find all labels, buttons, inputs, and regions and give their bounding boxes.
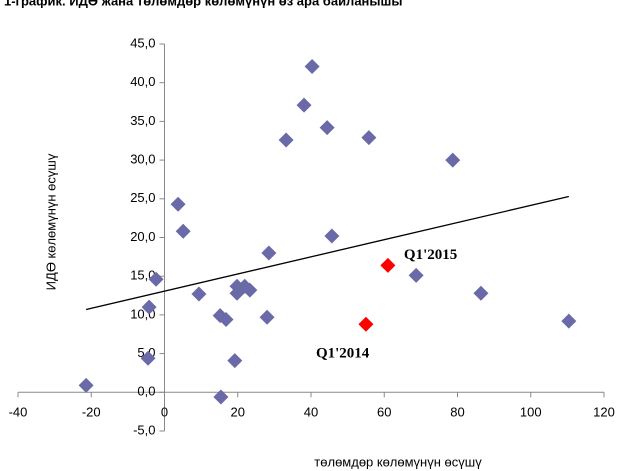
y-tick-label: 25,0	[130, 190, 155, 205]
point	[319, 120, 335, 136]
x-tick-label: 20	[231, 405, 245, 420]
point	[561, 313, 577, 329]
x-axis-label: төлөмдөр көлөмүнүн өсүшү	[314, 454, 482, 469]
point	[218, 312, 234, 328]
x-tick-label: 100	[520, 405, 542, 420]
point	[445, 152, 461, 168]
point	[361, 130, 377, 146]
y-tick-label: 45,0	[130, 35, 155, 50]
annotation: Q1'2015	[404, 247, 457, 263]
point	[170, 196, 186, 212]
point	[213, 389, 229, 405]
y-tick-label: 30,0	[130, 152, 155, 167]
trend-line	[85, 195, 569, 311]
x-tick-label: 60	[377, 405, 391, 420]
point	[304, 58, 320, 74]
y-axis-label: ИДӨ көлөмүнүн өсүшү	[43, 153, 58, 290]
point	[227, 353, 243, 369]
point	[148, 271, 164, 287]
x-tick-label: 40	[304, 405, 318, 420]
point	[259, 309, 275, 325]
x-tick-label: 80	[450, 405, 464, 420]
point	[141, 299, 157, 315]
point	[278, 132, 294, 148]
point	[473, 285, 489, 301]
x-tick-label: -40	[9, 405, 28, 420]
chart-title: 1-график. ИДӨ жана төлөмдөр көлөмүнүн өз…	[4, 0, 402, 8]
x-tick-label: 120	[593, 405, 615, 420]
point	[191, 286, 207, 302]
point	[242, 282, 258, 298]
x-tick-label: 0	[161, 405, 168, 420]
y-tick-label: 40,0	[130, 74, 155, 89]
y-tick-label: 0,0	[137, 384, 155, 399]
point	[358, 316, 374, 332]
point	[296, 97, 312, 113]
y-tick-label: 35,0	[130, 113, 155, 128]
annotation: Q1'2014	[316, 346, 370, 362]
point	[324, 228, 340, 244]
point	[175, 223, 191, 239]
point	[78, 377, 94, 393]
point	[380, 257, 396, 273]
point	[140, 350, 156, 366]
point	[229, 278, 245, 294]
point	[408, 267, 424, 283]
y-tick-label: -5,0	[133, 422, 155, 437]
y-tick-label: 20,0	[130, 229, 155, 244]
x-tick-label: -20	[82, 405, 101, 420]
point	[261, 245, 277, 261]
